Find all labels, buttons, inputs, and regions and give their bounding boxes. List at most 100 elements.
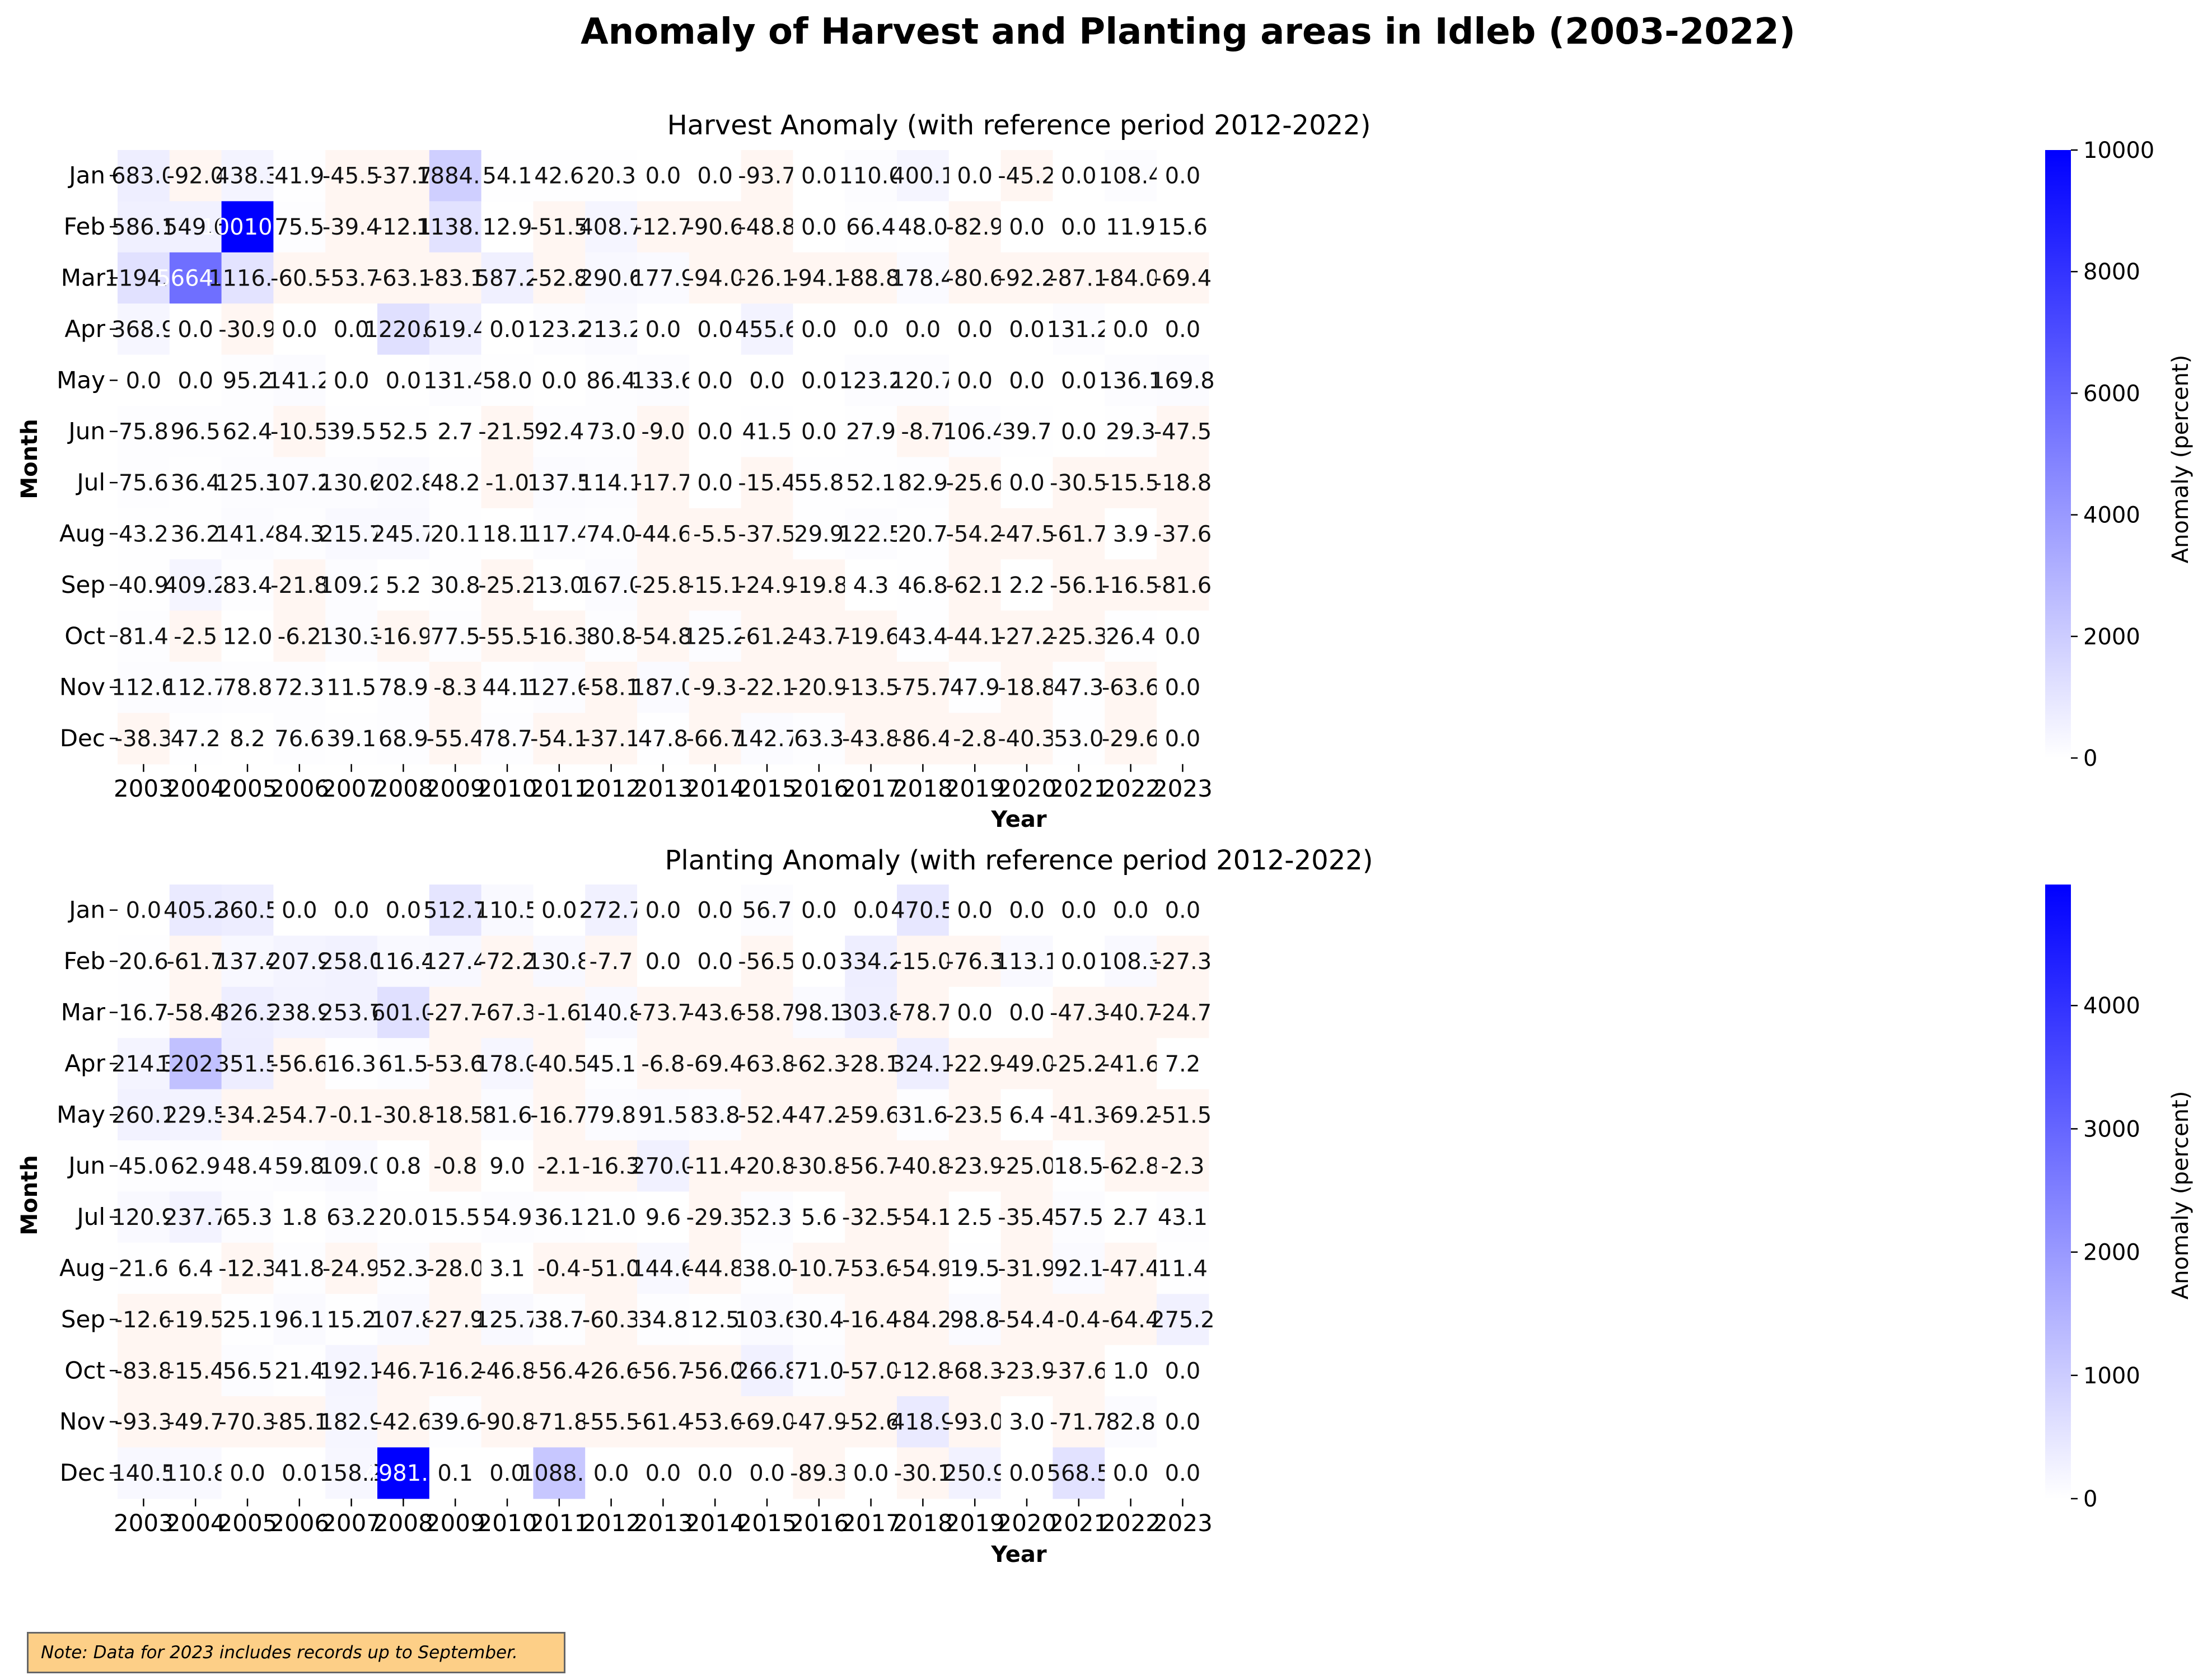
planting-cell-value: 18.5 — [1054, 1154, 1103, 1180]
harvest-cell — [689, 713, 742, 765]
harvest-cell — [741, 252, 793, 304]
harvest-cell-value: 36.2 — [171, 522, 221, 548]
planting-month-tick-label: Sep — [61, 1306, 105, 1333]
planting-month-tick-label: Jul — [75, 1203, 105, 1230]
planting-cell-value: -70.3 — [218, 1410, 277, 1435]
harvest-cell-value: -80.6 — [946, 266, 1004, 292]
harvest-cell-value: 131.2 — [1047, 317, 1111, 343]
planting-cell-value: -41.6 — [1102, 1051, 1160, 1077]
planting-cell-value: -12.3 — [218, 1256, 277, 1282]
planting-cell — [221, 1447, 274, 1499]
harvest-cell — [429, 201, 482, 253]
planting-cell-value: -89.3 — [790, 1461, 848, 1486]
harvest-cell — [585, 662, 638, 713]
harvest-cell-value: 0.0 — [957, 163, 993, 189]
harvest-cell-value: 8.2 — [230, 726, 265, 752]
planting-cell — [481, 1140, 534, 1192]
harvest-cell-value: 5.2 — [386, 573, 422, 598]
planting-cell — [1000, 1396, 1053, 1448]
planting-cell — [948, 935, 1002, 988]
planting-cell-value: -31.9 — [998, 1256, 1056, 1282]
planting-cell — [1157, 1191, 1209, 1243]
planting-cell — [637, 1396, 690, 1448]
harvest-cell — [533, 252, 586, 304]
harvest-cell — [377, 508, 430, 560]
planting-cell-value: 0.0 — [801, 949, 837, 975]
planting-cell — [169, 1294, 222, 1346]
harvest-cell — [637, 662, 690, 713]
planting-cell — [897, 885, 950, 936]
planting-cell-value: 272.7 — [579, 898, 643, 924]
harvest-cell-value: 52.1 — [846, 470, 896, 496]
harvest-cell-value: 95.2 — [222, 368, 272, 394]
harvest-cell-value: 122.5 — [839, 522, 903, 548]
harvest-cell-value: 44.1 — [482, 675, 532, 701]
harvest-cell — [637, 201, 690, 253]
planting-cell — [948, 1191, 1002, 1243]
planting-cell-value: 178.0 — [475, 1051, 540, 1077]
planting-cell-value: -16.3 — [582, 1154, 640, 1180]
harvest-cell — [741, 201, 793, 253]
planting-cell-value: 125.7 — [475, 1307, 540, 1333]
planting-year-tick-label: 2007 — [321, 1509, 381, 1537]
planting-cell-value: -27.7 — [426, 1000, 484, 1026]
planting-cell-value: 207.9 — [268, 949, 332, 975]
harvest-cell-value: 438.3 — [216, 163, 280, 189]
harvest-cell-value: -9.3 — [693, 675, 737, 701]
harvest-cell-value: 178.4 — [891, 266, 955, 292]
harvest-cell — [793, 457, 845, 509]
harvest-cell-value: 2.7 — [437, 419, 473, 445]
planting-cell-value: -53.6 — [842, 1256, 900, 1282]
planting-cell — [1105, 1396, 1157, 1448]
harvest-cell-value: 0.0 — [334, 368, 370, 394]
harvest-cell-value: 137.5 — [527, 470, 592, 496]
harvest-year-tick-label: 2018 — [893, 775, 953, 802]
planting-cell-value: -47.2 — [790, 1102, 848, 1128]
planting-cell — [429, 1447, 482, 1499]
harvest-cell — [221, 662, 274, 713]
harvest-cell-value: 108.4 — [1098, 163, 1163, 189]
harvest-cell-value: -58.1 — [582, 675, 640, 701]
harvest-cell — [689, 559, 742, 611]
planting-cell-value: 9.0 — [489, 1154, 525, 1180]
harvest-cell — [1053, 303, 1105, 355]
harvest-cell-value: 587.2 — [475, 266, 540, 292]
harvest-cell-value: 141.2 — [268, 368, 332, 394]
planting-month-tick-label: Feb — [64, 947, 105, 975]
planting-cell-value: 0.0 — [749, 1461, 785, 1486]
harvest-cell-value: 68.9 — [378, 726, 428, 752]
harvest-cell — [221, 406, 274, 457]
planting-cell-value: 0.0 — [697, 949, 733, 975]
harvest-cell — [741, 457, 793, 509]
harvest-cell — [325, 354, 378, 406]
harvest-cell-value: 125.3 — [216, 470, 280, 496]
planting-cell-value: -27.3 — [1154, 949, 1212, 975]
planting-cell-value: -46.7 — [375, 1358, 433, 1384]
planting-cell — [273, 1089, 326, 1141]
harvest-cell-value: -24.9 — [738, 573, 796, 598]
harvest-cell-value: 455.6 — [735, 317, 799, 343]
planting-cell-value: -15.4 — [166, 1358, 225, 1384]
harvest-cell-value: -13.5 — [842, 675, 900, 701]
planting-cell-value: 15.2 — [326, 1307, 376, 1333]
planting-cell-value: 0.0 — [1165, 1358, 1201, 1384]
planting-cell-value: 229.5 — [163, 1102, 228, 1128]
harvest-colorbar-gradient — [2045, 150, 2071, 758]
planting-cell — [585, 1447, 638, 1499]
harvest-cell-value: -45.5 — [322, 163, 381, 189]
planting-cell-value: -0.4 — [1057, 1307, 1101, 1333]
planting-cell-value: 92.1 — [1054, 1256, 1103, 1282]
planting-cell-value: -47.9 — [790, 1410, 848, 1435]
harvest-year-tick-label: 2022 — [1101, 775, 1161, 802]
harvest-cell — [1053, 457, 1105, 509]
planting-cell — [845, 1345, 897, 1397]
planting-cell-value: -56.7 — [634, 1358, 693, 1384]
harvest-cell — [429, 610, 482, 662]
planting-cell — [273, 1345, 326, 1397]
planting-cell — [1000, 1089, 1053, 1141]
harvest-cell — [118, 610, 170, 662]
harvest-cell — [1157, 406, 1209, 457]
harvest-cell — [377, 354, 430, 406]
planting-cell-value: 470.5 — [891, 898, 955, 924]
planting-cell-value: 16.3 — [326, 1051, 376, 1077]
